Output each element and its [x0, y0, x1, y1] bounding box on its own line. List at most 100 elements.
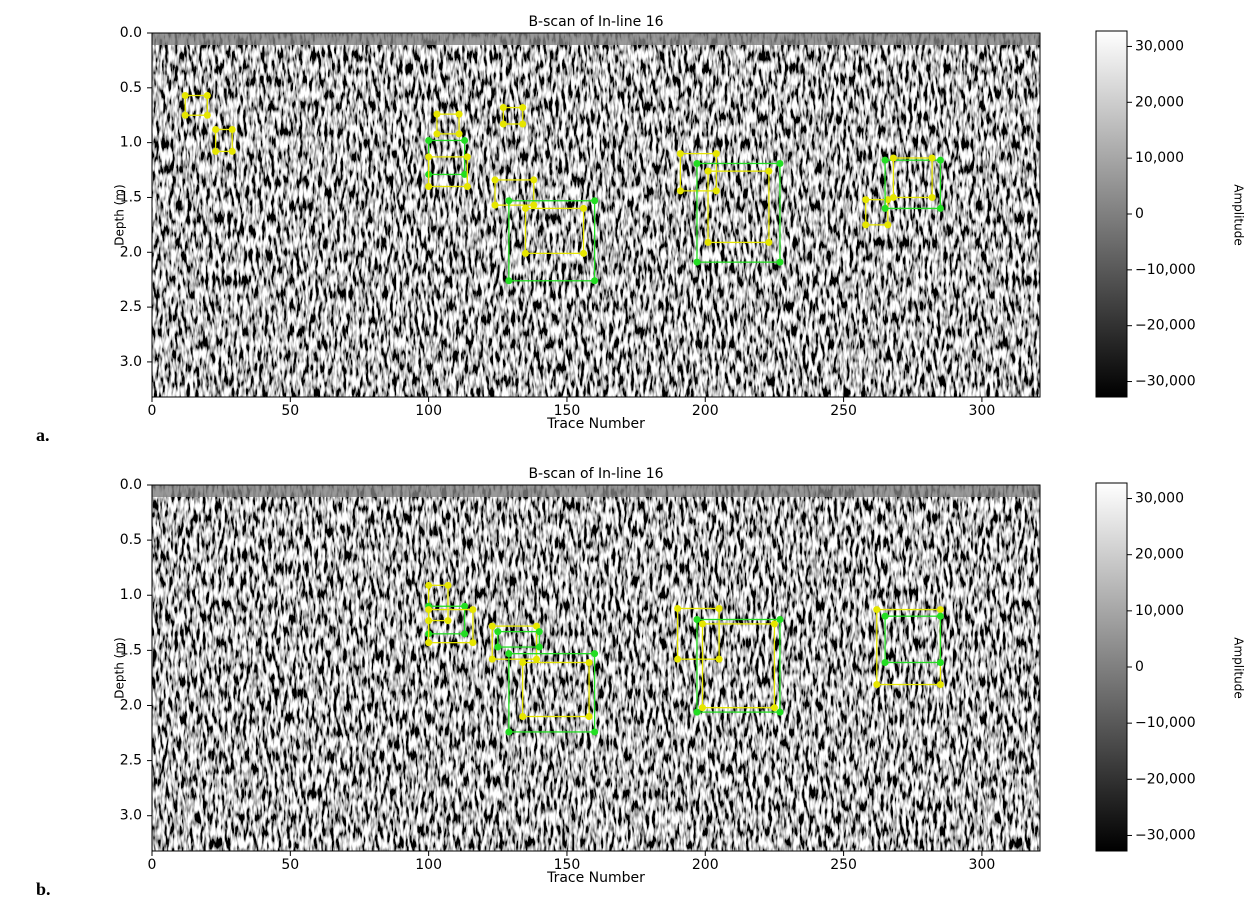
box-corner: [499, 120, 507, 128]
x-tick-label: 100: [415, 857, 442, 873]
box-corner: [461, 602, 469, 610]
box-corner: [591, 650, 599, 658]
colorbar: [1095, 30, 1128, 398]
colorbar-tick-label: −20,000: [1135, 318, 1196, 334]
box-corner: [715, 655, 723, 663]
y-tick-label: 1.5: [120, 642, 142, 658]
detection-box: [679, 152, 717, 192]
box-corner: [425, 581, 433, 589]
box-corner: [469, 639, 477, 647]
box-corner: [928, 193, 936, 201]
colorbar-tick-label: 10,000: [1135, 603, 1184, 619]
y-tick-label: 0.0: [120, 477, 142, 493]
box-corner: [862, 196, 870, 204]
colorbar: [1095, 482, 1128, 852]
box-corner: [455, 130, 463, 138]
x-tick-label: 300: [969, 403, 996, 419]
box-corner: [674, 604, 682, 612]
box-corner: [693, 258, 701, 266]
box-corner: [585, 658, 593, 666]
detection-box: [696, 162, 781, 263]
box-corner: [203, 111, 211, 119]
box-corner: [936, 606, 944, 614]
box-corner: [425, 136, 433, 144]
box-corner: [585, 713, 593, 721]
colorbar-tick-label: 0: [1135, 659, 1144, 675]
box-corner: [463, 182, 471, 190]
box-corner: [519, 713, 527, 721]
box-corner: [212, 125, 220, 133]
box-corner: [873, 606, 881, 614]
box-corner: [873, 681, 881, 689]
plot-frame: [151, 32, 1041, 398]
box-corner: [936, 156, 944, 164]
box-corner: [770, 620, 778, 628]
box-corner: [936, 612, 944, 620]
detection-box: [508, 200, 596, 282]
box-corner: [715, 604, 723, 612]
detection-box: [502, 106, 524, 125]
box-corner: [228, 147, 236, 155]
box-corner: [433, 130, 441, 138]
box-corner: [499, 104, 507, 112]
box-corner: [491, 176, 499, 184]
box-corner: [505, 277, 513, 285]
y-tick-label: 2.0: [120, 244, 142, 260]
detection-box: [696, 618, 781, 713]
box-corner: [776, 159, 784, 167]
detection-box: [865, 199, 889, 226]
x-tick-label: 0: [148, 857, 157, 873]
box-corner: [936, 681, 944, 689]
panel-label: a.: [36, 425, 50, 445]
box-corner: [461, 630, 469, 638]
box-corner: [928, 154, 936, 162]
radargram-image: [152, 485, 1040, 851]
box-corner: [936, 204, 944, 212]
box-corner: [488, 655, 496, 663]
detection-box: [884, 615, 942, 664]
box-corner: [455, 110, 463, 118]
box-corner: [884, 221, 892, 229]
box-corner: [674, 655, 682, 663]
box-corner: [862, 221, 870, 229]
y-tick-label: 0.5: [120, 80, 142, 96]
colorbar-tick-label: 10,000: [1135, 150, 1184, 166]
box-corner: [591, 197, 599, 205]
y-tick-label: 0.0: [120, 25, 142, 41]
box-corner: [461, 136, 469, 144]
box-corner: [494, 628, 502, 636]
detection-box: [494, 179, 535, 206]
colorbar-tick-label: 30,000: [1135, 38, 1184, 54]
x-tick-label: 50: [281, 403, 299, 419]
y-axis-label: Depth (m): [113, 184, 127, 245]
box-corner: [530, 176, 538, 184]
detection-box: [522, 661, 590, 718]
y-tick-label: 3.0: [120, 354, 142, 370]
y-tick-label: 1.0: [120, 587, 142, 603]
detection-box: [184, 94, 208, 116]
box-corner: [519, 104, 527, 112]
x-tick-label: 200: [692, 403, 719, 419]
box-corner: [765, 238, 773, 246]
box-corner: [505, 197, 513, 205]
colorbar-tick-label: 0: [1135, 206, 1144, 222]
box-corner: [889, 154, 897, 162]
colorbar-tick-label: −30,000: [1135, 827, 1196, 843]
box-corner: [776, 615, 784, 623]
box-corner: [712, 150, 720, 158]
chart-title: B-scan of In-line 16: [528, 466, 663, 482]
chart-title: B-scan of In-line 16: [528, 14, 663, 30]
panel-label: b.: [36, 879, 51, 899]
box-corner: [425, 182, 433, 190]
y-tick-label: 2.5: [120, 299, 142, 315]
colorbar-tick-label: −10,000: [1135, 262, 1196, 278]
box-corner: [881, 204, 889, 212]
box-corner: [881, 612, 889, 620]
detection-box: [884, 159, 942, 210]
detection-box: [676, 607, 720, 660]
box-corner: [433, 110, 441, 118]
box-corner: [444, 581, 452, 589]
box-corner: [425, 606, 433, 614]
y-tick-label: 2.0: [120, 697, 142, 713]
